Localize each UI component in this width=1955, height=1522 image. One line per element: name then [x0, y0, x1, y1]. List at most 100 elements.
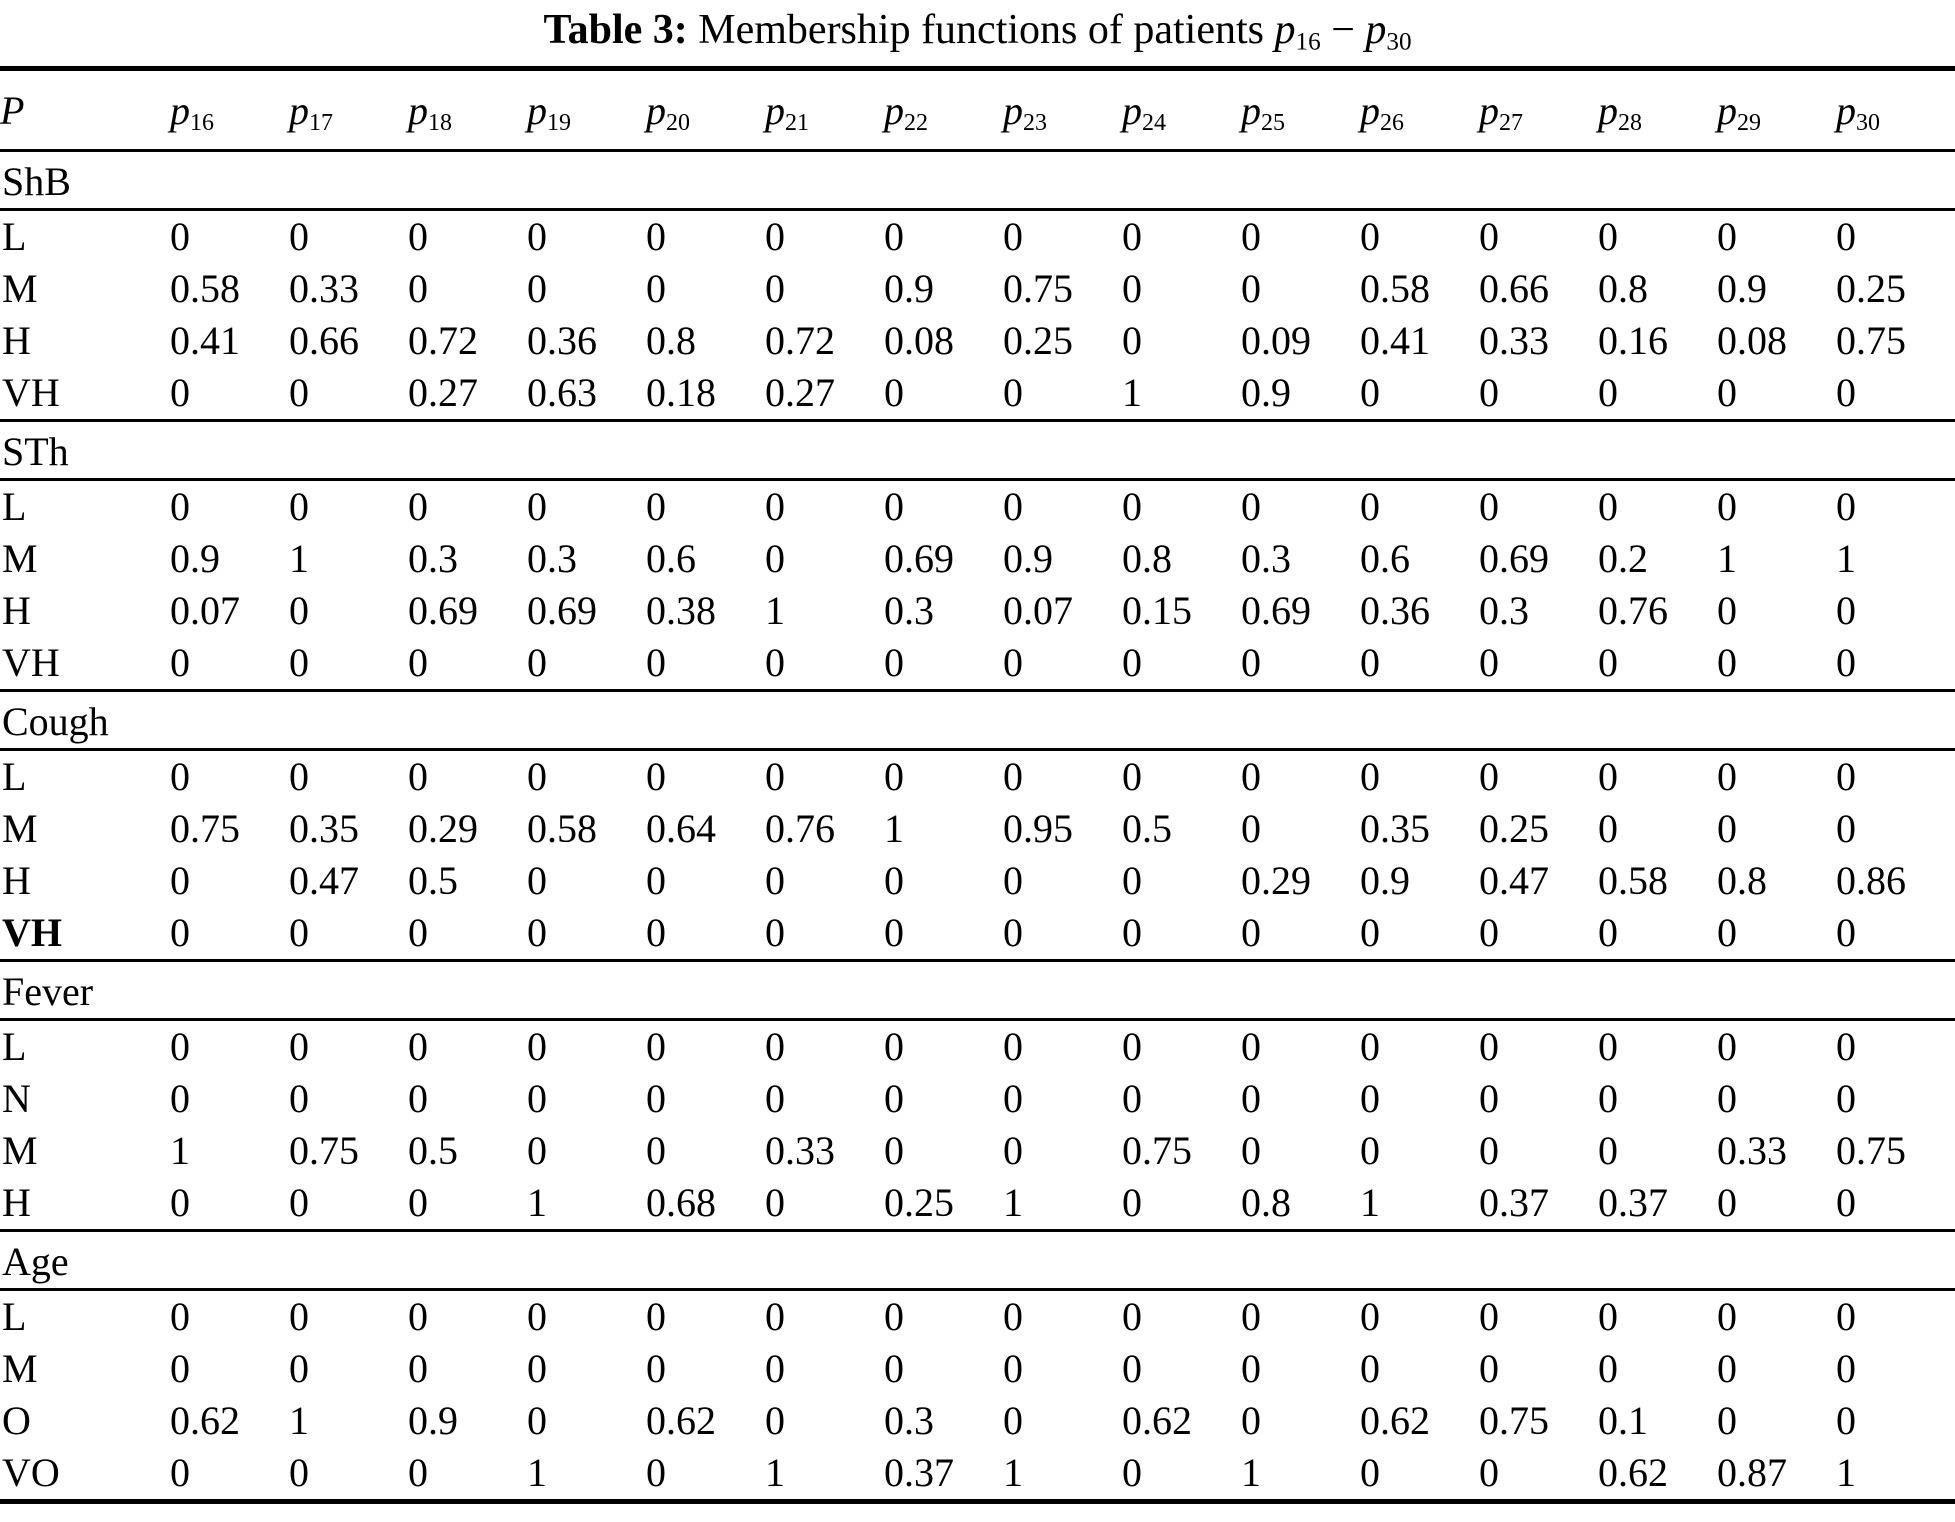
value-cell: 0 — [1241, 640, 1261, 686]
value-cell: 0.75 — [170, 806, 240, 852]
value-cell: 0.66 — [1479, 266, 1549, 312]
table-row: L 0 0 0 0 0 0 0 0 0 0 0 0 0 0 0 — [0, 751, 1955, 803]
value-cell: 0 — [884, 1128, 904, 1174]
value-cell: 0 — [289, 1450, 309, 1496]
value-cell: 0 — [646, 1076, 666, 1122]
rule — [0, 689, 1955, 693]
table-row: O 0.62 1 0.9 0 0.62 0 0.3 0 0.62 0 0.62 0.75 0.1 0 0 — [0, 1395, 1955, 1447]
value-cell: 0 — [1003, 754, 1023, 800]
value-cell: 0 — [1598, 484, 1618, 530]
value-cell: 0 — [646, 754, 666, 800]
value-cell: 0 — [1360, 910, 1380, 956]
header-cell-p18: p18 — [408, 88, 452, 137]
value-cell: 0 — [1003, 1076, 1023, 1122]
value-cell: 0 — [289, 640, 309, 686]
value-cell: 0 — [1479, 754, 1499, 800]
value-cell: 0 — [1479, 640, 1499, 686]
value-cell: 0 — [646, 1294, 666, 1340]
value-cell: 0 — [1122, 266, 1142, 312]
value-cell: 1 — [1003, 1450, 1023, 1496]
value-cell: 0 — [765, 858, 785, 904]
row-label: VH — [2, 640, 60, 686]
value-cell: 0 — [1360, 1450, 1380, 1496]
value-cell: 0 — [765, 266, 785, 312]
value-cell: 0.3 — [1241, 536, 1291, 582]
header-cell-p20: p20 — [646, 88, 690, 137]
value-cell: 0 — [408, 1294, 428, 1340]
value-cell: 1 — [1122, 370, 1142, 416]
value-cell: 1 — [289, 536, 309, 582]
value-cell: 0 — [1836, 214, 1856, 260]
value-cell: 0 — [1122, 1024, 1142, 1070]
value-cell: 0.64 — [646, 806, 716, 852]
header-cell-p19: p19 — [527, 88, 571, 137]
value-cell: 0 — [289, 910, 309, 956]
value-cell: 0.68 — [646, 1180, 716, 1226]
value-cell: 0 — [1241, 806, 1261, 852]
value-cell: 0 — [170, 1180, 190, 1226]
value-cell: 0 — [884, 1024, 904, 1070]
value-cell: 0 — [765, 1024, 785, 1070]
value-cell: 0 — [1717, 1294, 1737, 1340]
value-cell: 0 — [1003, 910, 1023, 956]
value-cell: 0 — [1003, 484, 1023, 530]
value-cell: 0 — [1598, 754, 1618, 800]
value-cell: 0 — [1122, 1076, 1142, 1122]
value-cell: 0 — [884, 1076, 904, 1122]
value-cell: 0 — [765, 214, 785, 260]
value-cell: 0.25 — [1479, 806, 1549, 852]
header-cell-p28: p28 — [1598, 88, 1642, 137]
value-cell: 0 — [170, 858, 190, 904]
value-cell: 0 — [408, 754, 428, 800]
value-cell: 0 — [646, 1450, 666, 1496]
row-label: H — [2, 588, 31, 634]
table-row: M 0 0 0 0 0 0 0 0 0 0 0 0 0 0 0 — [0, 1343, 1955, 1395]
table-row: L 0 0 0 0 0 0 0 0 0 0 0 0 0 0 0 — [0, 1021, 1955, 1073]
section-label-fever: Fever — [0, 962, 1955, 1022]
value-cell: 0 — [408, 214, 428, 260]
value-cell: 0 — [527, 754, 547, 800]
caption-range-start: p16 — [1274, 7, 1321, 56]
value-cell: 0 — [1717, 910, 1737, 956]
row-label: M — [2, 266, 38, 312]
row-label: L — [2, 484, 27, 530]
table-row: VO 0 0 0 1 0 1 0.37 1 0 1 0 0 0.62 0.87 1 — [0, 1447, 1955, 1499]
value-cell: 1 — [1003, 1180, 1023, 1226]
value-cell: 0 — [765, 1180, 785, 1226]
value-cell: 0 — [1360, 370, 1380, 416]
value-cell: 0 — [1360, 754, 1380, 800]
value-cell: 0 — [1122, 484, 1142, 530]
table-row: N 0 0 0 0 0 0 0 0 0 0 0 0 0 0 0 — [0, 1073, 1955, 1125]
value-cell: 0.41 — [170, 318, 240, 364]
value-cell: 0 — [1479, 370, 1499, 416]
value-cell: 0 — [884, 484, 904, 530]
value-cell: 0.9 — [884, 266, 934, 312]
value-cell: 0 — [527, 1024, 547, 1070]
value-cell: 0.47 — [289, 858, 359, 904]
value-cell: 0 — [527, 214, 547, 260]
caption-text: Membership functions of patients — [698, 7, 1264, 53]
rule — [0, 1499, 1955, 1505]
value-cell: 0 — [765, 1076, 785, 1122]
value-cell: 0 — [170, 1346, 190, 1392]
value-cell: 0 — [1479, 1294, 1499, 1340]
value-cell: 0.72 — [408, 318, 478, 364]
value-cell: 0 — [1717, 640, 1737, 686]
value-cell: 1 — [527, 1450, 547, 1496]
value-cell: 0 — [765, 640, 785, 686]
value-cell: 0.76 — [765, 806, 835, 852]
table-row: L 0 0 0 0 0 0 0 0 0 0 0 0 0 0 0 — [0, 481, 1955, 533]
value-cell: 0 — [1717, 754, 1737, 800]
value-cell: 0.35 — [289, 806, 359, 852]
value-cell: 0.3 — [527, 536, 577, 582]
value-cell: 0 — [646, 910, 666, 956]
value-cell: 0 — [1003, 1128, 1023, 1174]
value-cell: 0 — [765, 1398, 785, 1444]
value-cell: 0 — [1003, 1398, 1023, 1444]
table-row: M 0.75 0.35 0.29 0.58 0.64 0.76 1 0.95 0.5 0 0.35 0.… — [0, 803, 1955, 855]
value-cell: 0 — [527, 1294, 547, 1340]
value-cell: 0.25 — [1836, 266, 1906, 312]
value-cell: 0 — [1122, 1294, 1142, 1340]
value-cell: 0 — [1122, 1450, 1142, 1496]
value-cell: 0 — [1836, 754, 1856, 800]
